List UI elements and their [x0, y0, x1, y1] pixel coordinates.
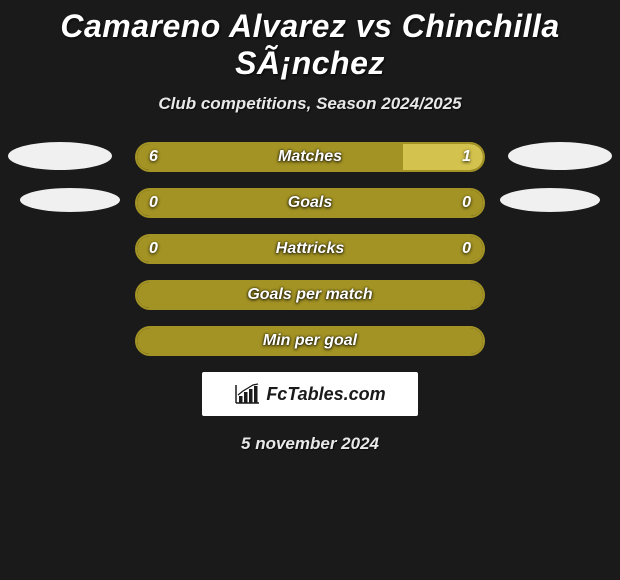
bar-fill-left — [137, 144, 403, 170]
stat-label: Min per goal — [263, 332, 357, 350]
stat-bar: Matches 6 1 — [135, 142, 485, 172]
stat-bar: Min per goal — [135, 326, 485, 356]
comparison-chart: Matches 6 1 Goals 0 0 Hattricks 0 0 Goals per mat… — [0, 142, 620, 356]
stat-value-right: 0 — [462, 240, 471, 258]
stat-value-left: 6 — [149, 148, 158, 166]
bar-chart-icon — [234, 383, 260, 405]
stat-row: Goals 0 0 — [0, 188, 620, 218]
stat-row: Matches 6 1 — [0, 142, 620, 172]
stat-value-left: 0 — [149, 194, 158, 212]
date-line: 5 november 2024 — [0, 434, 620, 454]
stat-bar: Hattricks 0 0 — [135, 234, 485, 264]
stat-row: Goals per match — [0, 280, 620, 310]
stat-value-right: 0 — [462, 194, 471, 212]
stat-label: Goals — [288, 194, 332, 212]
stat-label: Matches — [278, 148, 342, 166]
fctables-logo: FcTables.com — [202, 372, 418, 416]
bars-container: Matches 6 1 Goals 0 0 Hattricks 0 0 Goals per mat… — [0, 142, 620, 356]
logo-text: FcTables.com — [266, 384, 385, 405]
page-subtitle: Club competitions, Season 2024/2025 — [0, 94, 620, 114]
stat-bar: Goals 0 0 — [135, 188, 485, 218]
stat-value-left: 0 — [149, 240, 158, 258]
stat-row: Min per goal — [0, 326, 620, 356]
stat-value-right: 1 — [462, 148, 471, 166]
stat-row: Hattricks 0 0 — [0, 234, 620, 264]
stat-bar: Goals per match — [135, 280, 485, 310]
page-title: Camareno Alvarez vs Chinchilla SÃ¡nchez — [0, 0, 620, 82]
stat-label: Hattricks — [276, 240, 344, 258]
stat-label: Goals per match — [247, 286, 372, 304]
